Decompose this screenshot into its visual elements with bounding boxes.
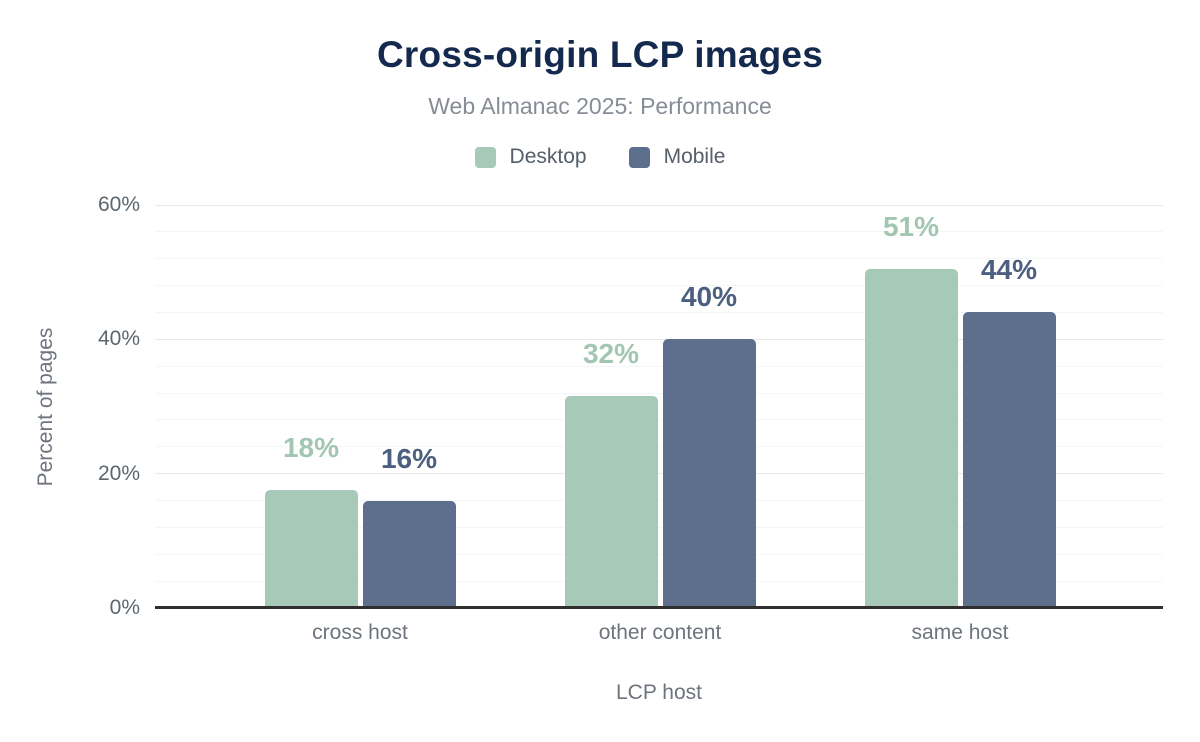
gridline-major-20: [155, 473, 1163, 475]
chart-subtitle: Web Almanac 2025: Performance: [428, 93, 772, 119]
x-category-cross-host: cross host: [312, 621, 408, 644]
y-tick-60: 60%: [97, 193, 140, 216]
bar-label-mobile-same-host: 44%: [980, 254, 1038, 286]
bar-mobile-same-host: [962, 312, 1056, 608]
gridline-minor-16: [155, 500, 1163, 502]
x-category-other-content: other content: [598, 621, 722, 644]
bar-group-cross-host: 18% 16%: [264, 205, 456, 608]
bar-wrap-mobile-other-content: 40%: [662, 281, 756, 608]
bar-label-mobile-cross-host: 16%: [380, 442, 438, 474]
bar-wrap-mobile-same-host: 44%: [962, 254, 1056, 608]
gridline-minor-24: [155, 446, 1163, 448]
bar-wrap-mobile-cross-host: 16%: [362, 443, 456, 608]
x-axis-title: LCP host: [616, 681, 702, 704]
gridline-minor-36: [155, 365, 1163, 367]
bar-label-desktop-cross-host: 18%: [282, 432, 340, 464]
bar-group-same-host: 51% 44%: [864, 205, 1056, 608]
gridline-minor-8: [155, 553, 1163, 555]
x-category-same-host: same host: [911, 621, 1009, 644]
gridline-minor-44: [155, 311, 1163, 313]
x-axis-line: [155, 606, 1163, 609]
desktop-swatch-icon: [474, 146, 496, 168]
bar-label-desktop-same-host: 51%: [882, 210, 940, 242]
legend-item-mobile: Mobile: [628, 145, 726, 169]
chart-title: Cross-origin LCP images: [377, 34, 823, 75]
gridline-major-40: [155, 338, 1163, 340]
bar-label-desktop-other-content: 32%: [582, 338, 640, 370]
gridline-minor-32: [155, 392, 1163, 394]
plot-area: 18% 16% 32% 40% 51% 44%: [155, 204, 1163, 609]
gridline-minor-52: [155, 258, 1163, 260]
gridline-minor-48: [155, 285, 1163, 287]
bar-wrap-desktop-other-content: 32%: [564, 338, 658, 608]
gridline-minor-12: [155, 526, 1163, 528]
legend-label-desktop: Desktop: [509, 145, 587, 168]
y-tick-40: 40%: [97, 327, 140, 351]
bar-label-mobile-other-content: 40%: [680, 281, 738, 313]
y-tick-0: 0%: [109, 596, 140, 619]
y-tick-20: 20%: [97, 461, 140, 485]
bar-mobile-other-content: [662, 339, 756, 608]
bar-group-other-content: 32% 40%: [564, 205, 756, 608]
bar-desktop-cross-host: [264, 490, 358, 608]
legend: Desktop Mobile: [0, 145, 1200, 169]
bar-mobile-cross-host: [362, 500, 456, 608]
bar-desktop-same-host: [864, 268, 958, 608]
legend-item-desktop: Desktop: [474, 145, 587, 169]
gridline-minor-56: [155, 231, 1163, 233]
gridline-minor-4: [155, 580, 1163, 582]
bar-wrap-desktop-cross-host: 18%: [264, 432, 358, 608]
mobile-swatch-icon: [628, 146, 650, 168]
gridline-minor-28: [155, 419, 1163, 421]
gridline-major-60: [155, 204, 1163, 206]
bar-desktop-other-content: [564, 396, 658, 608]
legend-label-mobile: Mobile: [663, 145, 726, 168]
bar-wrap-desktop-same-host: 51%: [864, 211, 958, 608]
